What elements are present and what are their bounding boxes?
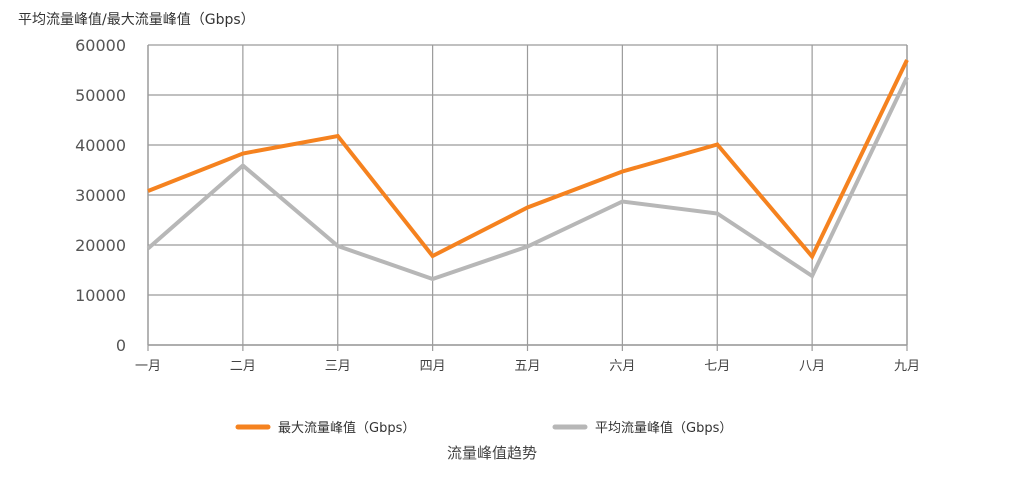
y-tick-label: 40000 bbox=[75, 136, 126, 155]
x-tick-label: 四月 bbox=[420, 359, 446, 374]
x-tick-label: 三月 bbox=[325, 359, 351, 374]
x-tick-label: 五月 bbox=[514, 359, 540, 374]
y-axis-label: 平均流量峰值/最大流量峰值（Gbps） bbox=[18, 12, 255, 28]
x-tick-label: 七月 bbox=[704, 359, 730, 374]
legend-label: 平均流量峰值（Gbps） bbox=[595, 420, 732, 436]
series-line-1 bbox=[147, 59, 909, 261]
y-tick-label: 10000 bbox=[75, 286, 126, 305]
y-tick-label: 30000 bbox=[75, 186, 126, 205]
y-tick-label: 50000 bbox=[75, 86, 126, 105]
y-tick-label: 0 bbox=[116, 336, 126, 355]
y-tick-label: 60000 bbox=[75, 36, 126, 55]
x-tick-label: 一月 bbox=[135, 359, 161, 374]
y-tick-label: 20000 bbox=[75, 236, 126, 255]
x-tick-label: 六月 bbox=[609, 359, 635, 374]
series-line-2 bbox=[146, 76, 909, 282]
chart-title: 流量峰值趋势 bbox=[447, 444, 537, 462]
x-tick-label: 八月 bbox=[799, 359, 825, 374]
x-tick-label: 九月 bbox=[894, 359, 920, 374]
x-tick-label: 二月 bbox=[230, 359, 256, 374]
legend-label: 最大流量峰值（Gbps） bbox=[278, 420, 415, 436]
